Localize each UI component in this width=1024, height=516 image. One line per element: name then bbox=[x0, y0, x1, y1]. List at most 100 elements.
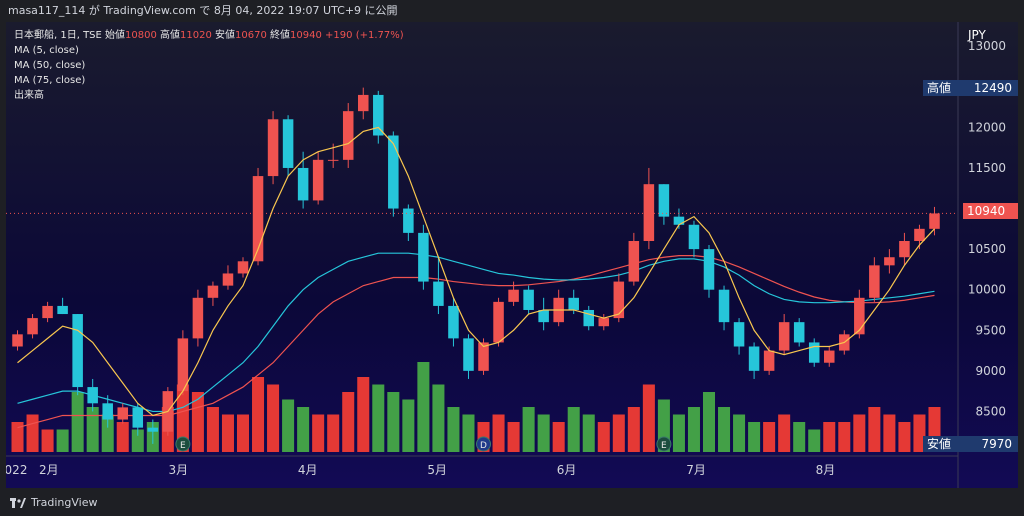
candle-body[interactable] bbox=[568, 297, 579, 310]
last-price-badge: 10940 bbox=[963, 203, 1018, 219]
ma5-line bbox=[17, 126, 935, 417]
low-badge: 安値 7970 bbox=[923, 436, 1018, 452]
volume-bar bbox=[687, 407, 700, 452]
event-marker-icon[interactable] bbox=[175, 436, 191, 452]
candle-body[interactable] bbox=[57, 305, 68, 315]
candle-body[interactable] bbox=[793, 322, 805, 343]
candle-body[interactable] bbox=[448, 305, 459, 339]
candle-body[interactable] bbox=[508, 289, 519, 302]
ma5-legend[interactable]: MA (5, close) bbox=[14, 45, 79, 56]
candle-body[interactable] bbox=[703, 249, 715, 290]
price-chart-svg[interactable]: 8500900095001000010500110001150012000125… bbox=[5, 22, 1018, 488]
candle-body[interactable] bbox=[87, 387, 98, 404]
brand-text: TradingView bbox=[31, 496, 98, 509]
candle-body[interactable] bbox=[628, 241, 640, 282]
candle-body[interactable] bbox=[899, 241, 910, 258]
volume-bar bbox=[522, 407, 535, 452]
x-tick-label: 5月 bbox=[427, 463, 447, 477]
candle-body[interactable] bbox=[583, 309, 595, 327]
y-tick-label: 10500 bbox=[968, 242, 1006, 256]
candle-body[interactable] bbox=[763, 350, 775, 371]
candle-body[interactable] bbox=[342, 111, 354, 160]
candle-body[interactable] bbox=[869, 265, 880, 298]
volume-bar bbox=[823, 422, 836, 452]
candle-body[interactable] bbox=[297, 167, 309, 201]
candle-body[interactable] bbox=[267, 119, 279, 177]
volume-bar bbox=[462, 414, 475, 452]
candle-body[interactable] bbox=[643, 184, 655, 241]
candle-body[interactable] bbox=[808, 342, 820, 363]
x-tick-label: 6月 bbox=[557, 463, 577, 477]
volume-bar bbox=[131, 429, 144, 452]
candle-body[interactable] bbox=[27, 318, 38, 335]
candle-body[interactable] bbox=[884, 257, 895, 266]
candle-body[interactable] bbox=[102, 403, 113, 420]
event-marker-label: E bbox=[661, 441, 667, 451]
candle-body[interactable] bbox=[854, 297, 865, 335]
candle-body[interactable] bbox=[658, 184, 670, 217]
candle-body[interactable] bbox=[147, 427, 159, 432]
candle-body[interactable] bbox=[282, 119, 294, 168]
event-marker-icon[interactable] bbox=[656, 436, 672, 452]
candle-body[interactable] bbox=[538, 309, 549, 323]
candle-body[interactable] bbox=[613, 281, 625, 319]
candle-body[interactable] bbox=[373, 94, 384, 136]
volume-bar bbox=[267, 384, 280, 452]
x-tick-label: 8月 bbox=[816, 463, 836, 477]
volume-bar bbox=[26, 414, 39, 452]
candle-body[interactable] bbox=[222, 273, 234, 286]
tradingview-icon bbox=[10, 497, 26, 508]
candle-body[interactable] bbox=[357, 94, 369, 112]
candle-body[interactable] bbox=[929, 213, 940, 229]
candle-body[interactable] bbox=[914, 228, 925, 241]
candle-body[interactable] bbox=[327, 159, 339, 161]
volume-bar bbox=[507, 422, 520, 452]
volume-bar bbox=[552, 422, 565, 452]
candle-body[interactable] bbox=[207, 285, 219, 298]
candle-body[interactable] bbox=[748, 346, 760, 371]
event-marker-icon[interactable] bbox=[476, 436, 492, 452]
candle-body[interactable] bbox=[388, 135, 399, 209]
volume-bar bbox=[402, 399, 415, 452]
ma50-legend[interactable]: MA (50, close) bbox=[14, 60, 86, 71]
candle-body[interactable] bbox=[177, 338, 189, 392]
candle-body[interactable] bbox=[598, 318, 610, 327]
candle-body[interactable] bbox=[42, 305, 53, 319]
candle-body[interactable] bbox=[192, 297, 204, 339]
low-value: 10670 bbox=[235, 30, 267, 41]
candle-body[interactable] bbox=[478, 342, 489, 371]
candle-body[interactable] bbox=[718, 289, 730, 323]
volume-bar bbox=[176, 384, 189, 452]
candle-body[interactable] bbox=[237, 261, 249, 274]
candle-body[interactable] bbox=[823, 350, 835, 363]
candle-body[interactable] bbox=[418, 232, 429, 282]
candle-body[interactable] bbox=[493, 301, 504, 343]
candle-body[interactable] bbox=[673, 216, 685, 225]
candle-body[interactable] bbox=[523, 289, 534, 310]
candle-body[interactable] bbox=[132, 407, 144, 428]
candle-body[interactable] bbox=[463, 338, 474, 371]
candle-body[interactable] bbox=[312, 159, 324, 201]
candle-body[interactable] bbox=[433, 281, 444, 306]
candle-body[interactable] bbox=[117, 407, 129, 420]
candle-body[interactable] bbox=[403, 208, 414, 233]
volume-bar bbox=[898, 422, 911, 452]
event-marker-label: D bbox=[480, 441, 487, 451]
chart-area[interactable]: 8500900095001000010500110001150012000125… bbox=[5, 22, 1018, 488]
volume-bar bbox=[642, 384, 655, 452]
candle-body[interactable] bbox=[12, 334, 23, 347]
volume-bar bbox=[101, 414, 114, 452]
high-badge: 高値 12490 bbox=[923, 80, 1018, 96]
footer-bar: TradingView bbox=[0, 488, 1024, 516]
volume-bar bbox=[537, 414, 550, 452]
volume-bar bbox=[778, 414, 791, 452]
tradingview-logo[interactable]: TradingView bbox=[10, 496, 97, 509]
candle-body[interactable] bbox=[688, 224, 700, 250]
candle-body[interactable] bbox=[778, 322, 790, 351]
ohlc-line: 日本郵船, 1日, TSE 始値10800 高値11020 安値10670 終値… bbox=[14, 30, 404, 41]
volume-legend[interactable]: 出来高 bbox=[14, 90, 44, 101]
candle-body[interactable] bbox=[733, 322, 745, 347]
candle-body[interactable] bbox=[252, 176, 264, 262]
ma75-legend[interactable]: MA (75, close) bbox=[14, 75, 86, 86]
candle-body[interactable] bbox=[72, 314, 83, 388]
